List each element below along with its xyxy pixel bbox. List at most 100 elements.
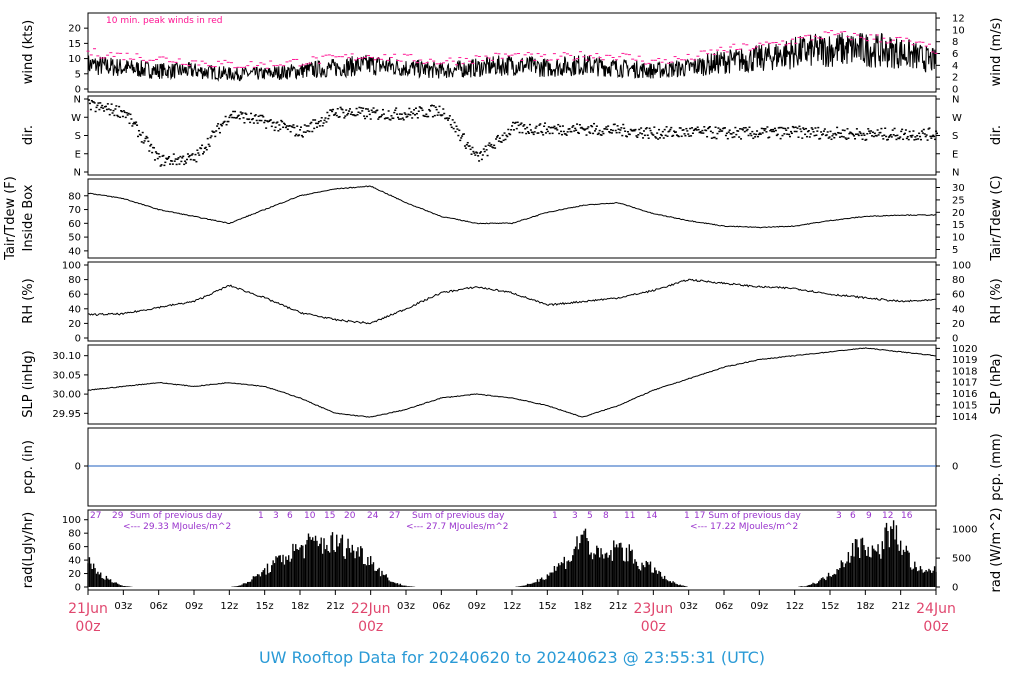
direction-point [648,127,651,130]
direction-point [364,117,367,120]
direction-point [365,115,368,118]
direction-point [302,131,305,133]
direction-point [817,126,820,129]
direction-point [560,133,563,136]
direction-point [142,142,145,144]
direction-point [577,132,580,135]
direction-point [313,127,316,130]
direction-point [624,130,627,132]
direction-point [875,135,878,137]
direction-point [146,137,149,139]
hour-label: 15z [256,601,274,612]
hour-label: 06z [150,601,168,612]
direction-point [262,116,265,118]
hour-label: 09z [750,601,768,612]
hour-label: 06z [432,601,450,612]
direction-point [841,129,844,131]
direction-point [108,113,111,116]
direction-point [544,132,547,134]
direction-point [171,163,174,165]
direction-point [495,138,498,140]
direction-point [713,136,716,139]
direction-point [318,125,321,127]
direction-point [585,134,588,136]
direction-point [415,112,418,115]
direction-tick-label: N [74,168,81,179]
direction-point [493,144,496,147]
direction-point [412,112,415,115]
direction-point [240,113,243,115]
direction-point [145,135,148,138]
direction-point [854,138,857,140]
direction-point [182,155,185,158]
direction-point [794,126,797,128]
precipitation-tick-label-right: 0 [952,462,958,473]
direction-point [425,113,428,115]
direction-point [173,160,176,162]
direction-point [166,158,169,160]
direction-point [553,125,556,128]
direction-point [613,123,616,126]
direction-point [907,138,910,141]
direction-point [459,139,462,142]
direction-point [690,135,693,137]
direction-point [137,129,140,132]
direction-point [341,108,344,111]
direction-point [718,130,721,133]
day-label: 21Jun [68,601,108,617]
direction-point [932,134,935,137]
direction-point [110,103,113,105]
humidity-ylabel: RH (%) [21,278,36,323]
hour-label: 12z [786,601,804,612]
direction-point [324,117,327,119]
direction-point [521,131,524,134]
direction-point [502,139,505,142]
direction-point [288,124,291,127]
direction-point [380,115,383,118]
day-time-label: 00z [75,619,100,635]
direction-point [163,164,166,167]
direction-point [779,137,782,140]
direction-point [458,129,461,132]
direction-point [933,135,936,138]
direction-point [533,131,536,133]
wind-tick-label-right: 6 [952,49,958,60]
direction-tick-label-right: E [952,149,958,160]
direction-point [308,130,311,133]
data-traces [86,30,938,587]
direction-point [856,133,859,135]
wind-tick-label: 15 [68,39,81,50]
direction-point [116,114,119,117]
direction-point [735,133,738,136]
direction-point [169,163,172,165]
temperature-tick-label: 60 [68,219,81,230]
direction-point [265,127,268,129]
pressure-ylabel-right: SLP (hPa) [989,353,1004,414]
direction-point [371,111,374,113]
direction-point [427,115,430,118]
direction-point [421,109,424,112]
direction-point [184,160,187,162]
direction-point [432,105,435,107]
direction-point [588,131,591,133]
direction-point [305,125,308,127]
direction-point [503,132,506,134]
radiation-top-mark: 8 [603,511,609,521]
direction-point [446,117,449,119]
temperature-tick-label: 80 [68,191,81,202]
direction-point [710,137,713,139]
direction-point [508,132,511,135]
direction-point [614,129,617,132]
direction-point [692,129,695,132]
radiation-note-line1: 17 Sum of previous day [694,511,801,521]
direction-point [819,137,822,140]
direction-point [317,120,320,123]
hour-label: 21z [326,601,344,612]
direction-panel [87,95,937,176]
direction-point [905,137,908,140]
direction-point [167,157,170,159]
direction-point [448,115,451,117]
direction-point [339,106,342,109]
direction-point [556,129,559,131]
direction-point [168,155,171,158]
